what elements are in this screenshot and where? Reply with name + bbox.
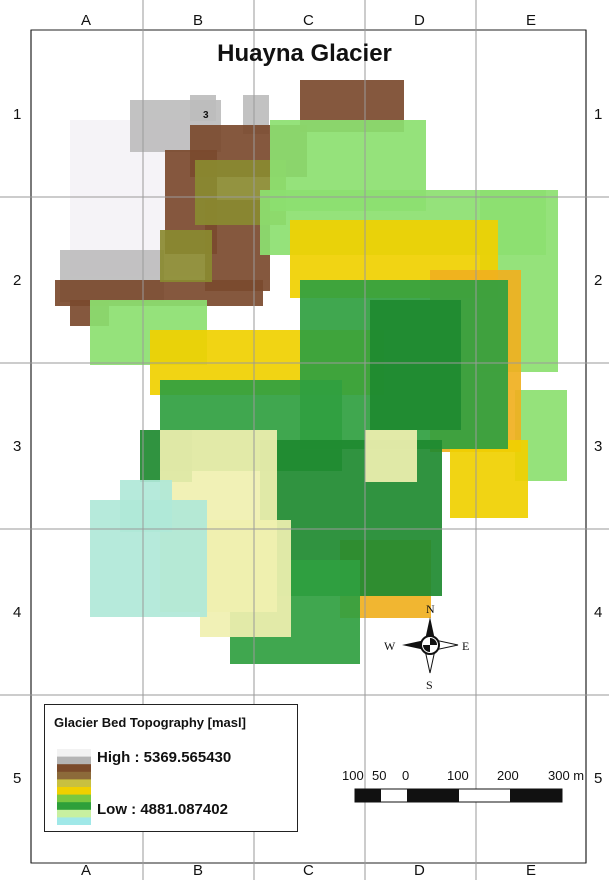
grid-row-label-right-5: 5 xyxy=(594,770,603,787)
grid-col-label-bottom-e: E xyxy=(526,862,537,879)
grid-col-label-top-e: E xyxy=(526,12,537,29)
legend-color-ramp xyxy=(57,749,91,825)
glacier-bed-raster xyxy=(55,80,567,664)
grid-col-label-top-b: B xyxy=(193,12,204,29)
grid-row-label-left-2: 2 xyxy=(13,272,22,289)
grid-row-label-left-1: 1 xyxy=(13,106,22,123)
scale-label-100: 100 xyxy=(447,768,469,783)
grid-col-label-top-a: A xyxy=(81,12,92,29)
grid-col-label-bottom-d: D xyxy=(414,862,425,879)
south-label: S xyxy=(426,678,433,692)
legend: Glacier Bed Topography [masl] High : 536… xyxy=(44,704,298,832)
east-label: E xyxy=(462,639,469,653)
scale-label-100-left: 100 xyxy=(342,768,364,783)
grid-col-label-bottom-a: A xyxy=(81,862,92,879)
grid-row-label-left-5: 5 xyxy=(13,770,22,787)
grid-row-label-right-3: 3 xyxy=(594,438,603,455)
grid-col-label-top-d: D xyxy=(414,12,425,29)
grid-col-label-top-c: C xyxy=(303,12,314,29)
north-label: N xyxy=(426,602,435,616)
scale-label-300m: 300 m xyxy=(548,768,585,783)
grid-col-label-bottom-c: C xyxy=(303,862,314,879)
scale-bar xyxy=(354,788,563,803)
map-title: Huayna Glacier xyxy=(217,40,392,67)
scale-label-50: 50 xyxy=(372,768,387,783)
scale-label-200: 200 xyxy=(497,768,519,783)
legend-title: Glacier Bed Topography [masl] xyxy=(54,715,246,730)
grid-row-label-right-1: 1 xyxy=(594,106,603,123)
scale-label-0: 0 xyxy=(402,768,410,783)
grid-row-label-left-4: 4 xyxy=(13,604,22,621)
point-marker-label: 3 xyxy=(203,110,209,121)
grid-col-label-bottom-b: B xyxy=(193,862,204,879)
legend-low-label: Low : 4881.087402 xyxy=(97,801,228,818)
north-arrow-icon: N S E W xyxy=(384,602,469,692)
west-label: W xyxy=(384,639,396,653)
grid-row-label-left-3: 3 xyxy=(13,438,22,455)
legend-high-label: High : 5369.565430 xyxy=(97,749,232,766)
grid-row-label-right-4: 4 xyxy=(594,604,603,621)
grid-row-label-right-2: 2 xyxy=(594,272,603,289)
